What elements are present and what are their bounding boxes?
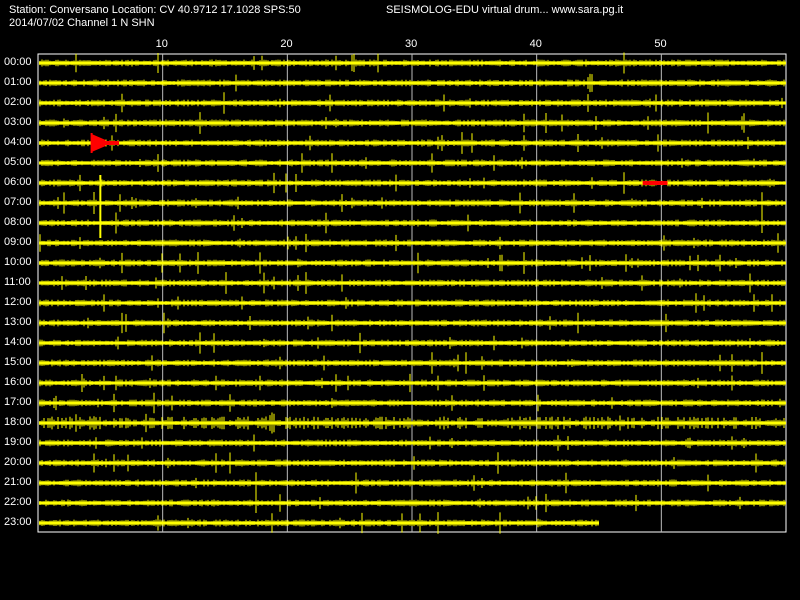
hour-label: 17:00 (4, 396, 32, 408)
minute-tick-label: 30 (405, 38, 418, 50)
hour-label: 16:00 (4, 376, 32, 388)
event-marker (642, 181, 668, 185)
trace-noise (39, 112, 785, 134)
hour-label: 05:00 (4, 156, 32, 168)
hour-label: 10:00 (4, 256, 32, 268)
trace-noise (39, 312, 785, 334)
trace-noise (39, 172, 785, 194)
trace-noise (39, 73, 785, 93)
trace-noise (39, 332, 785, 354)
hour-label: 12:00 (4, 296, 32, 308)
trace-noise (39, 192, 785, 214)
hour-label: 23:00 (4, 516, 32, 528)
hour-label: 02:00 (4, 96, 32, 108)
hour-label: 15:00 (4, 356, 32, 368)
hour-label: 01:00 (4, 76, 32, 88)
hour-label: 06:00 (4, 176, 32, 188)
trace-noise (39, 252, 785, 274)
hour-label: 14:00 (4, 336, 32, 348)
trace-noise (39, 412, 785, 434)
hour-label: 20:00 (4, 456, 32, 468)
date-channel-info: 2014/07/02 Channel 1 N SHN (9, 17, 155, 29)
hour-label: 11:00 (4, 276, 31, 288)
hour-label: 03:00 (4, 116, 32, 128)
event-onset (91, 134, 106, 152)
hour-label: 00:00 (4, 56, 32, 68)
trace-noise (39, 434, 785, 452)
trace-noise (39, 272, 785, 294)
hour-label: 08:00 (4, 216, 32, 228)
hour-label: 18:00 (4, 416, 32, 428)
minute-tick-label: 40 (529, 38, 542, 50)
trace-noise (39, 452, 785, 474)
trace-noise (39, 352, 785, 374)
trace-noise (39, 392, 785, 414)
hour-label: 09:00 (4, 236, 32, 248)
trace-noise (39, 153, 785, 173)
trace-noise (39, 233, 785, 253)
trace-noise (39, 512, 599, 534)
brand-info: SEISMOLOG-EDU virtual drum... www.sara.p… (386, 4, 624, 16)
hour-label: 19:00 (4, 436, 32, 448)
minute-tick-label: 10 (155, 38, 168, 50)
trace-noise (39, 293, 785, 313)
minute-tick-label: 50 (654, 38, 667, 50)
trace-noise (39, 472, 785, 494)
hour-label: 22:00 (4, 496, 32, 508)
trace-noise (39, 373, 785, 393)
trace-noise (39, 132, 785, 154)
trace-noise (39, 493, 785, 513)
station-info: Station: Conversano Location: CV 40.9712… (9, 4, 301, 16)
trace-noise (39, 92, 785, 114)
hour-label: 07:00 (4, 196, 32, 208)
hour-label: 21:00 (4, 476, 32, 488)
hour-label: 13:00 (4, 316, 32, 328)
trace-noise (39, 212, 785, 234)
trace-noise (39, 52, 785, 74)
minute-tick-label: 20 (280, 38, 293, 50)
hour-label: 04:00 (4, 136, 32, 148)
